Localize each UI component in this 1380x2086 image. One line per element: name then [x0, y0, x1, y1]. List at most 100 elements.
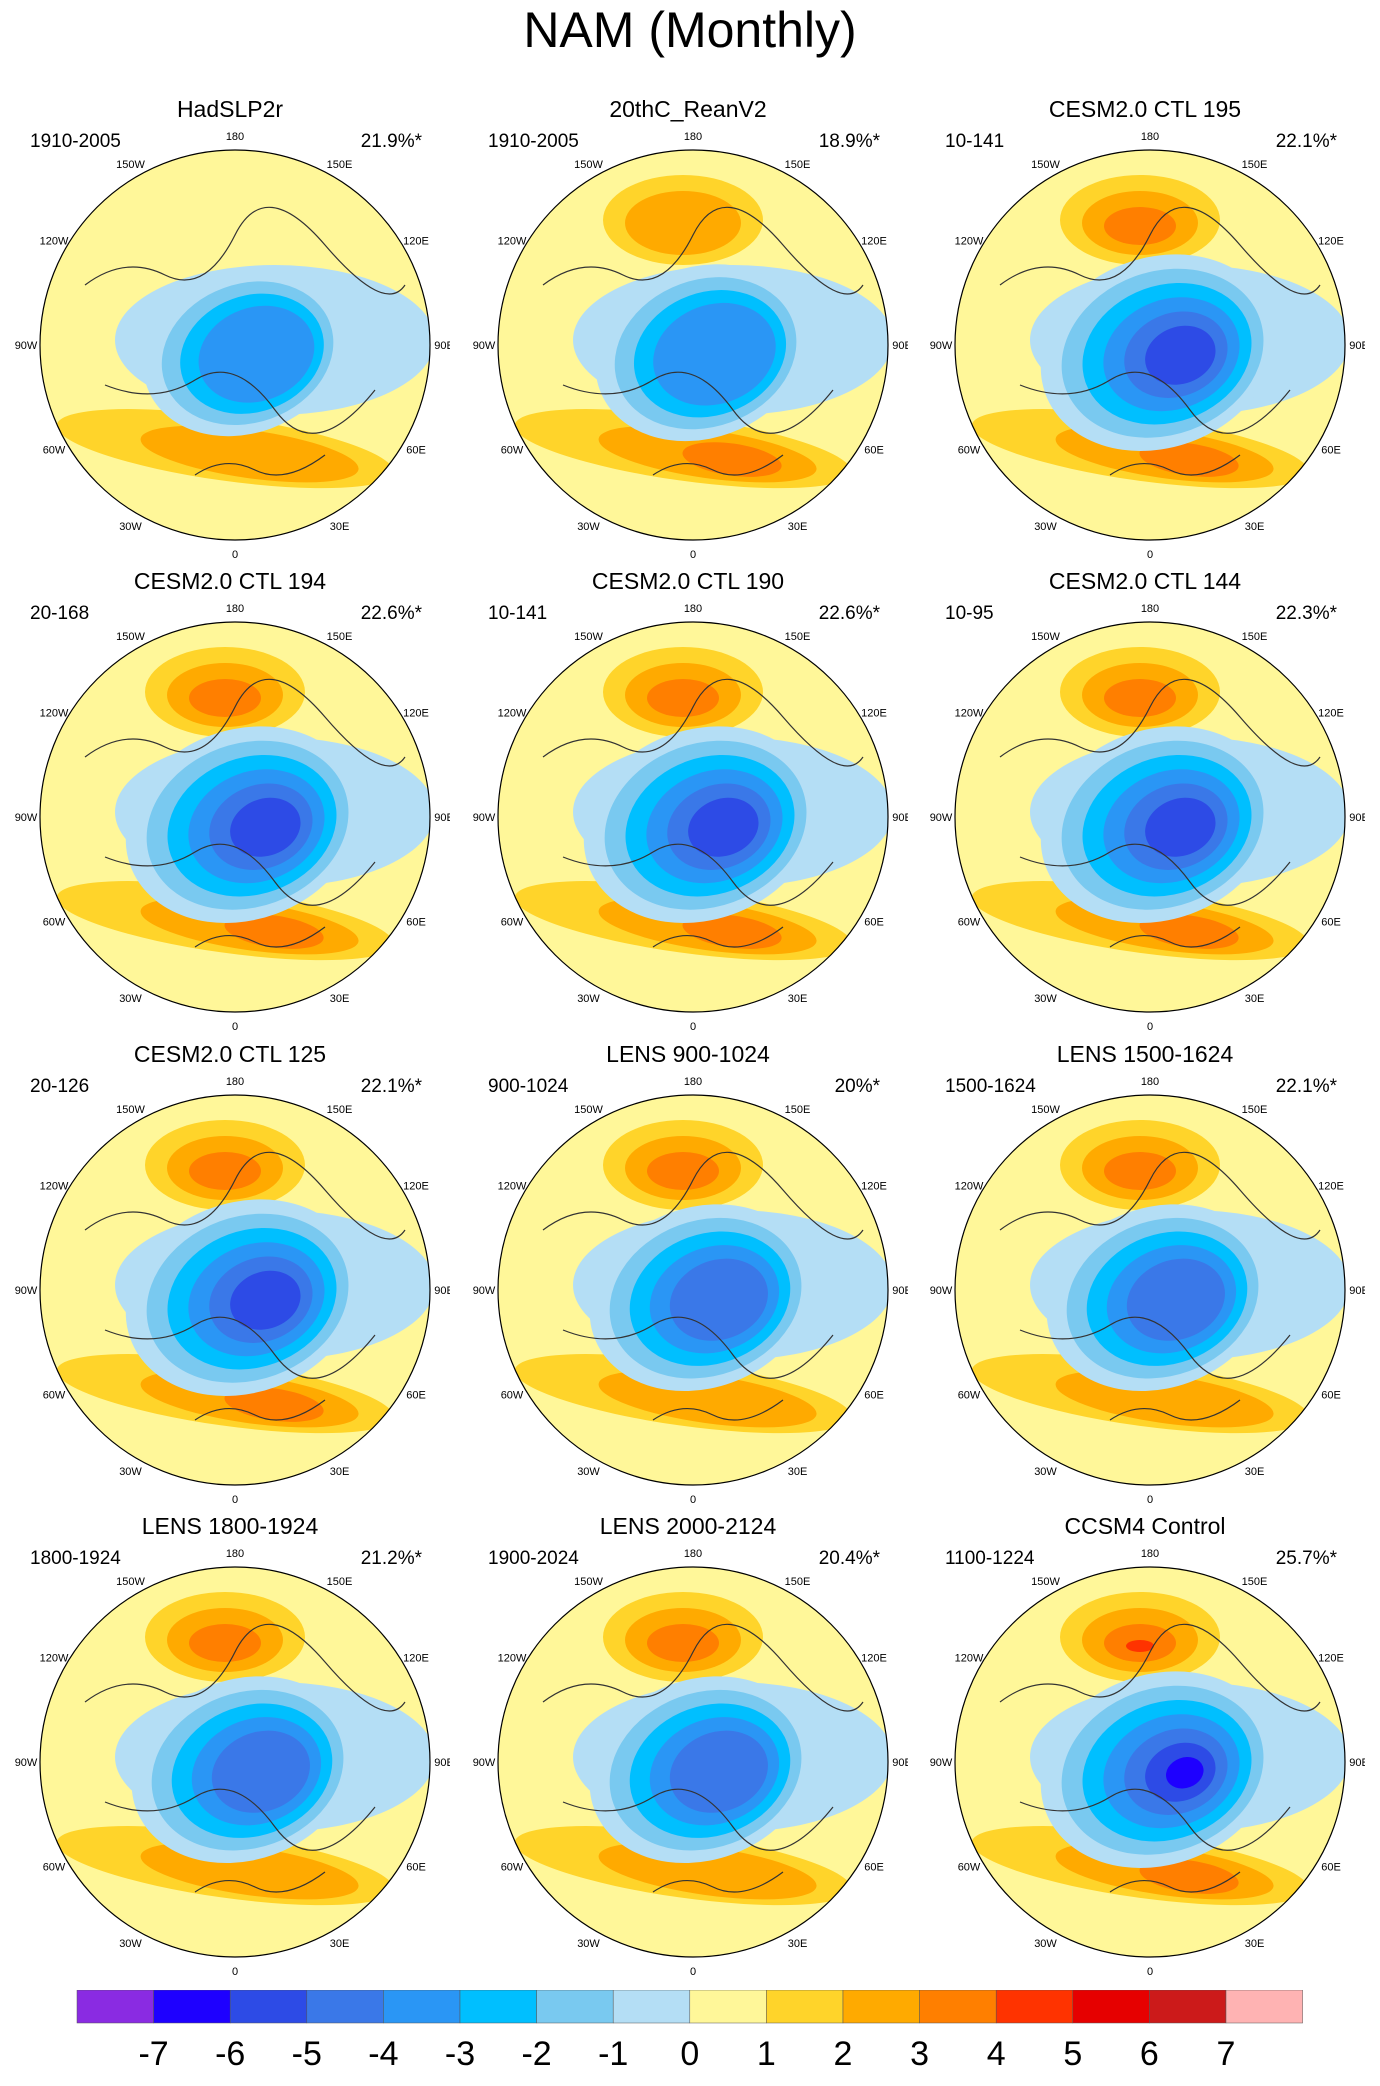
longitude-label: 150W: [574, 631, 603, 643]
polar-map: 180 150E 120E 90E 60E 30E 0 30W 60W 90W 120W 150W: [930, 1548, 1365, 1978]
longitude-label: 60W: [958, 445, 981, 457]
longitude-label: 60W: [958, 1390, 981, 1402]
longitude-label: 150E: [785, 1576, 811, 1588]
longitude-label: 150W: [116, 1104, 145, 1116]
longitude-label: 90W: [930, 340, 953, 352]
longitude-label: 60E: [864, 1862, 884, 1874]
longitude-label: 60W: [501, 1862, 524, 1874]
colorbar-swatch: [1149, 1990, 1227, 2024]
longitude-label: 0: [690, 1966, 696, 1978]
colorbar-tick-label: 0: [680, 2035, 700, 2073]
panel-variance-percent: 25.7%*: [1275, 1548, 1337, 1569]
polar-map: 180 150E 120E 90E 60E 30E 0 30W 60W 90W 120W 150W: [473, 603, 908, 1033]
longitude-label: 180: [226, 131, 244, 143]
longitude-label: 90E: [892, 812, 908, 824]
polar-map: 180 150E 120E 90E 60E 30E 0 30W 60W 90W 120W 150W: [473, 131, 908, 561]
positive-contour-atlantic: [1139, 442, 1239, 477]
colorbar-tick-label: -3: [444, 2035, 476, 2073]
longitude-label: 30W: [119, 521, 142, 533]
polar-map: 180 150E 120E 90E 60E 30E 0 30W 60W 90W 120W 150W: [930, 603, 1365, 1033]
map-border: [497, 1094, 889, 1486]
longitude-label: 0: [1147, 1021, 1153, 1033]
positive-contour-atlantic: [682, 914, 782, 949]
panel-title: CESM2.0 CTL 190: [591, 568, 785, 594]
longitude-label: 90W: [473, 340, 496, 352]
longitude-label: 60W: [501, 917, 524, 929]
longitude-label: 150W: [1031, 159, 1060, 171]
longitude-label: 0: [690, 549, 696, 561]
longitude-label: 30W: [1034, 1466, 1057, 1478]
colorbar-swatch: [1072, 1990, 1150, 2024]
longitude-label: 150E: [785, 1104, 811, 1116]
longitude-label: 30E: [330, 1466, 350, 1478]
longitude-label: 0: [690, 1021, 696, 1033]
longitude-label: 120W: [40, 1181, 69, 1193]
positive-contour-pacific: [625, 191, 741, 255]
panel-title: CCSM4 Control: [1064, 1513, 1226, 1539]
longitude-label: 90E: [1349, 340, 1365, 352]
panel-period: 1900-2024: [488, 1548, 579, 1569]
longitude-label: 120E: [1318, 708, 1344, 720]
longitude-label: 30W: [577, 993, 600, 1005]
panel-variance-percent: 20%*: [834, 1076, 880, 1097]
panel-period: 10-95: [945, 603, 994, 624]
polar-map: 180 150E 120E 90E 60E 30E 0 30W 60W 90W 120W 150W: [473, 1548, 908, 1978]
panel-title: CESM2.0 CTL 195: [1048, 96, 1242, 122]
negative-contour-arctic: [1145, 797, 1216, 857]
colorbar-tick-label: -4: [368, 2035, 399, 2073]
negative-contour-arctic: [653, 302, 776, 406]
map-panel: 180 150E 120E 90E 60E 30E 0 30W 60W 90W 120W 150W LE…: [468, 1040, 908, 1510]
colorbar-tick-label: -1: [598, 2035, 629, 2073]
longitude-label: 30E: [330, 521, 350, 533]
longitude-label: 90E: [892, 340, 908, 352]
longitude-label: 90E: [1349, 812, 1365, 824]
panel-title: 20thC_ReanV2: [609, 96, 767, 122]
longitude-label: 180: [226, 1548, 244, 1560]
longitude-label: 90W: [15, 1757, 38, 1769]
colorbar-swatch: [306, 1990, 384, 2024]
longitude-label: 90W: [930, 812, 953, 824]
longitude-label: 150W: [116, 159, 145, 171]
longitude-label: 60W: [43, 917, 66, 929]
longitude-label: 30E: [330, 993, 350, 1005]
panel-title: HadSLP2r: [176, 96, 284, 122]
longitude-label: 30E: [330, 1938, 350, 1950]
longitude-label: 180: [1141, 1076, 1159, 1088]
longitude-label: 0: [232, 1021, 238, 1033]
longitude-label: 150E: [1242, 1576, 1268, 1588]
colorbar-swatch: [459, 1990, 537, 2024]
longitude-label: 60E: [406, 917, 426, 929]
colorbar: [76, 1990, 1303, 2024]
longitude-label: 90W: [15, 812, 38, 824]
positive-contour-atlantic: [682, 442, 782, 477]
longitude-label: 90E: [434, 812, 450, 824]
colorbar-tick-label: 2: [833, 2035, 853, 2073]
longitude-label: 120E: [1318, 1653, 1344, 1665]
panel-variance-percent: 22.3%*: [1275, 603, 1337, 624]
longitude-label: 30E: [788, 993, 808, 1005]
colorbar-tick-label: -5: [291, 2035, 322, 2073]
longitude-label: 30W: [1034, 993, 1057, 1005]
longitude-label: 30E: [1245, 521, 1265, 533]
colorbar-tick-label: 5: [1063, 2035, 1083, 2073]
longitude-label: 0: [1147, 549, 1153, 561]
panel-period: 10-141: [488, 603, 548, 624]
map-panel: 180 150E 120E 90E 60E 30E 0 30W 60W 90W 120W 150W CE…: [925, 567, 1365, 1037]
coastline: [542, 206, 864, 476]
coastline: [84, 1623, 406, 1893]
positive-contour-pacific: [189, 1152, 261, 1190]
positive-contour-atlantic: [1139, 914, 1239, 949]
map-panel: 180 150E 120E 90E 60E 30E 0 30W 60W 90W 120W 150W CE…: [10, 567, 450, 1037]
negative-contour-arctic: [198, 305, 315, 403]
negative-contour-arctic: [230, 797, 301, 857]
negative-contour-arctic: [1165, 1757, 1204, 1789]
longitude-label: 60E: [406, 1390, 426, 1402]
longitude-label: 0: [232, 549, 238, 561]
longitude-label: 150E: [1242, 159, 1268, 171]
map-panel: 180 150E 120E 90E 60E 30E 0 30W 60W 90W 120W 150W Ha…: [10, 95, 450, 565]
longitude-label: 150W: [1031, 1104, 1060, 1116]
longitude-label: 120W: [955, 1181, 984, 1193]
panel-variance-percent: 21.9%*: [360, 131, 422, 152]
longitude-label: 150W: [116, 631, 145, 643]
map-panel: 180 150E 120E 90E 60E 30E 0 30W 60W 90W 120W 150W LE…: [468, 1512, 908, 1982]
